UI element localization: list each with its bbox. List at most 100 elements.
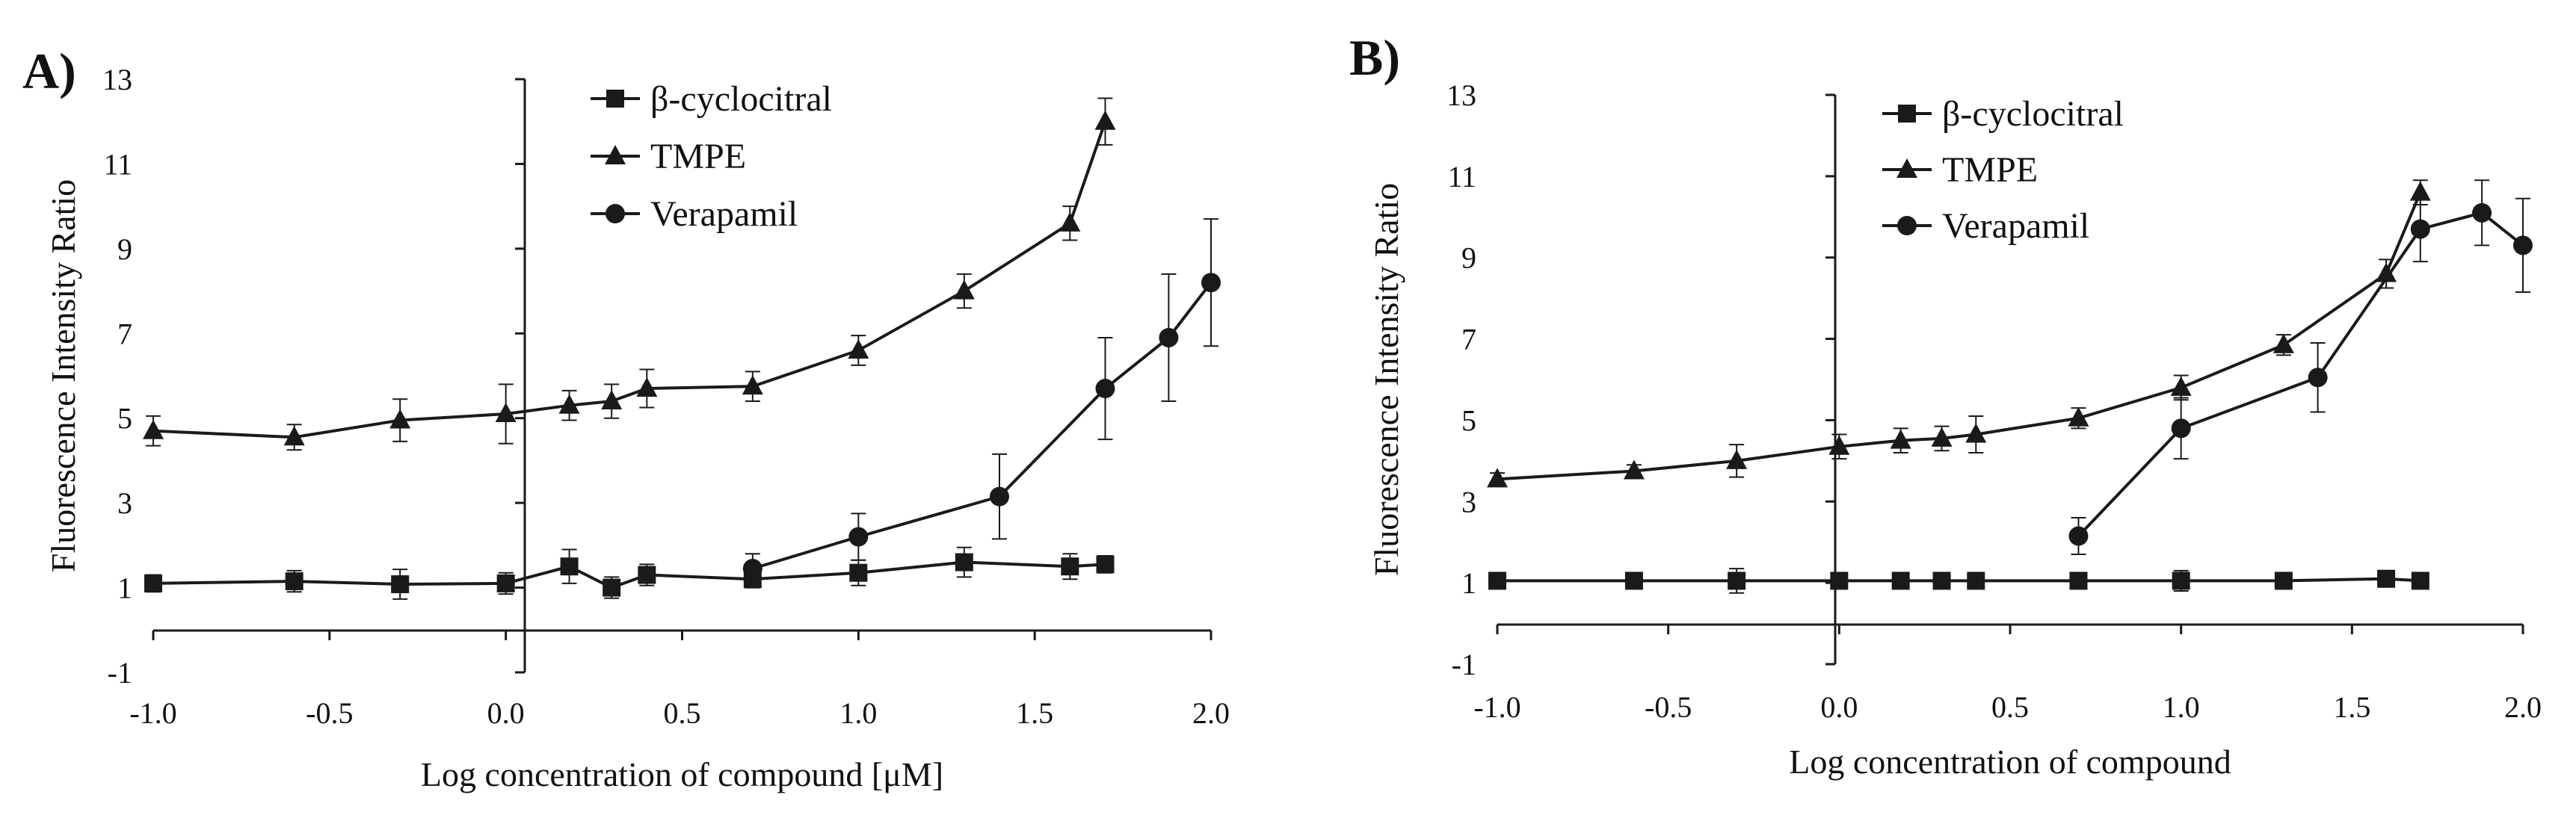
legend-item: Verapamil [591,194,798,234]
x-tick-label: 1.0 [2163,690,2200,724]
data-point-circle [2308,368,2328,388]
data-point-square [1096,555,1115,574]
x-tick-label: 2.0 [2504,690,2542,724]
series-line [152,560,1106,589]
legend-label: β-cyclocitral [1942,94,2124,134]
x-tick-label: 1.5 [2333,690,2370,724]
y-axis-title: Fluorescence Intensity Ratio [44,179,82,572]
data-point-triangle [848,338,869,359]
legend-label: TMPE [650,137,746,176]
data-point-triangle [2068,406,2089,427]
data-point-triangle [1828,435,1850,455]
data-point-square [496,574,515,592]
legend-label: β-cyclocitral [650,79,832,119]
series-circle [742,218,1221,584]
data-point-triangle [389,409,411,429]
data-point-circle [2513,235,2533,256]
x-tick-label: 0.5 [664,696,701,730]
legend-marker-circle [1897,216,1917,235]
data-point-triangle [495,403,517,423]
y-tick-label: 7 [117,317,132,350]
data-point-triangle [143,419,164,439]
data-point-triangle [1059,211,1081,232]
data-point-square [2172,572,2190,590]
x-tick-label: 1.0 [839,696,877,730]
y-tick-label: 5 [1461,403,1476,437]
series-line [152,121,1107,439]
data-point-square [285,572,303,591]
legend-item: TMPE [1882,150,2038,190]
series-line [2077,211,2524,537]
x-tick-label: 0.5 [1991,690,2029,724]
x-axis-title: Log concentration of compound [μM] [421,755,943,793]
data-point-square [144,574,162,592]
x-tick-label: -0.5 [306,696,353,730]
data-point-triangle [1965,423,1987,443]
x-tick-label: 2.0 [1192,696,1230,730]
x-axis-title: Log concentration of compound [1789,743,2231,781]
series-line [752,282,1212,570]
y-tick-label: 5 [117,402,132,436]
legend-label: Verapamil [1942,206,2089,246]
data-point-triangle [742,375,763,395]
data-point-square [2069,572,2088,590]
legend-item: β-cyclocitral [591,79,832,119]
data-point-square [560,557,579,576]
y-tick-label: 7 [1461,323,1476,356]
y-tick-label: 11 [1447,160,1476,193]
data-point-circle [1201,273,1221,293]
legend-marker-square [606,90,624,108]
data-point-square [1624,572,1643,590]
legend-marker-triangle [605,145,626,164]
y-tick-label: 9 [117,232,132,266]
legend-marker-circle [606,204,625,223]
data-point-square [1932,572,1951,590]
data-point-circle [990,486,1009,507]
y-tick-label: 3 [1461,485,1476,518]
chart-panel-a: A)-1.0 -0.5 0.0 0.5 1.0 1.5 2.0-1135791113Log … [22,43,1230,793]
legend-label: Verapamil [650,194,798,234]
legend-item: TMPE [591,137,746,176]
data-point-circle [2472,202,2492,223]
data-point-triangle [558,394,580,414]
y-tick-label: 1 [117,572,132,605]
data-point-square [1061,557,1079,576]
series-line [1497,577,2421,583]
data-point-triangle [283,426,305,446]
legend-marker-triangle [1896,158,1917,178]
y-tick-label: 9 [1461,241,1476,275]
data-point-square [1830,572,1849,590]
data-point-square [1488,572,1506,590]
y-tick-label: 1 [1461,566,1476,600]
data-point-triangle [636,377,658,397]
x-tick-label: 0.0 [487,696,525,730]
legend-item: Verapamil [1882,206,2089,246]
legend-label: TMPE [1942,150,2038,190]
chart-panel-b: B)-1.0 -0.5 0.0 0.5 1.0 1.5 2.0-1135791113Log … [1349,29,2542,781]
series-square [144,546,1115,600]
x-tick-label: 1.5 [1016,696,1053,730]
data-point-circle [742,559,762,579]
data-point-square [1967,572,1985,590]
data-point-triangle [2376,262,2397,282]
panel-label: A) [22,43,76,99]
legend-item: β-cyclocitral [1882,94,2124,134]
data-point-triangle [1931,427,1953,447]
x-tick-label: 0.0 [1820,690,1858,724]
y-tick-label: -1 [108,656,132,690]
data-point-triangle [2273,333,2294,353]
y-tick-label: -1 [1452,648,1476,681]
y-tick-label: 11 [103,147,132,181]
data-point-square [391,575,410,594]
data-point-triangle [1094,110,1116,130]
data-point-circle [1095,379,1115,399]
series-square [1488,568,2429,594]
data-point-square [2274,572,2293,590]
series-circle [2068,179,2533,556]
data-point-triangle [2170,376,2192,396]
data-point-circle [2068,526,2089,546]
y-tick-label: 13 [102,63,132,96]
data-point-triangle [601,390,623,410]
data-point-triangle [1487,468,1508,488]
